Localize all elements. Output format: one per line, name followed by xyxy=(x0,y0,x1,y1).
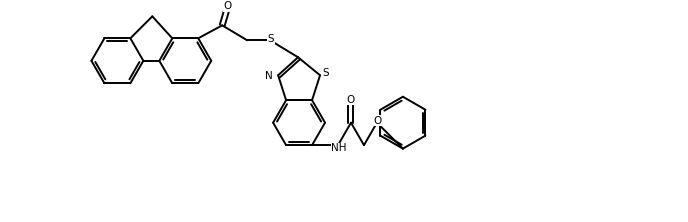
Text: S: S xyxy=(268,34,275,44)
Text: NH: NH xyxy=(331,143,347,153)
Text: O: O xyxy=(223,1,231,11)
Text: N: N xyxy=(266,71,273,81)
Text: O: O xyxy=(374,116,382,126)
Text: O: O xyxy=(347,95,355,105)
Text: S: S xyxy=(322,68,329,78)
